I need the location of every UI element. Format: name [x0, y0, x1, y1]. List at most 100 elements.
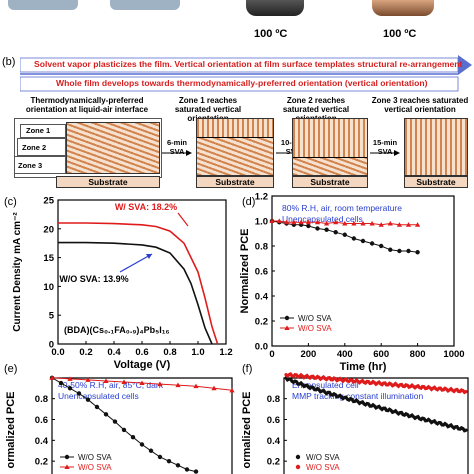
- e-y-tick-label: 0.6: [35, 415, 48, 426]
- e-series-1-point: [229, 387, 235, 393]
- d-y-axis-label: Normalized PCE: [239, 229, 251, 314]
- e-series-0-point: [85, 397, 91, 402]
- hotplate-right: [372, 0, 434, 16]
- f-series-0-trace: [284, 376, 468, 433]
- d-series-1-point: [360, 220, 366, 226]
- d-series-0-point: [342, 232, 347, 237]
- stage-1-film: Zone 1 Zone 2 Zone 3: [14, 118, 162, 186]
- d-annotation-1: 80% R.H, air, room temperature: [282, 203, 402, 213]
- c-y-tick-label: 25: [43, 196, 54, 207]
- d-series-1-point: [314, 219, 321, 225]
- e-series-0-point: [166, 458, 172, 464]
- e-series-1-point: [193, 383, 199, 389]
- c-x-axis-label: Voltage (V): [114, 359, 171, 371]
- e-y-tick-label: 0.2: [35, 457, 48, 468]
- e-annotation-2: Unencapsulated cells: [58, 391, 139, 401]
- d-series-1-point: [351, 220, 357, 226]
- film-pattern-1: [66, 122, 160, 174]
- f-legend-marker-0: [295, 454, 301, 460]
- e-series-1-point: [67, 376, 73, 381]
- d-annotation-2: Unencapsulated cells: [282, 214, 363, 224]
- e-series-1-point: [139, 380, 145, 386]
- c-y-axis-label: Current Density mA cm⁻²: [12, 212, 23, 332]
- banner-text-2: Whole film develops towards thermodynami…: [56, 78, 428, 88]
- d-series-1-point: [387, 220, 393, 226]
- e-legend-marker-1: [64, 464, 70, 469]
- d-y-tick-label: 0.4: [255, 292, 269, 303]
- c-arrow-without-sva: [119, 253, 153, 273]
- f-y-tick-label: 0.8: [267, 394, 280, 405]
- c-series-with-sva: [58, 222, 219, 345]
- substrate-4: Substrate: [404, 176, 468, 188]
- c-composition-label: (BDA)(Cs₀.₁FA₀.₉)₄Pb₅I₁₆: [64, 325, 170, 335]
- d-series-0-point: [306, 223, 311, 229]
- d-series-0-point: [406, 248, 411, 254]
- panel-label-e: (e): [4, 363, 17, 375]
- d-x-tick-label: 0: [269, 349, 274, 360]
- f-y-tick-label: 0.6: [267, 415, 280, 426]
- arrow-3: [370, 150, 400, 156]
- d-y-tick-label: 1.0: [255, 217, 268, 228]
- film-pattern-3: [292, 118, 368, 176]
- d-series-1-point: [405, 222, 412, 227]
- zone-1-label: Zone 1: [26, 126, 51, 135]
- c-x-tick-label: 0.6: [135, 347, 148, 358]
- d-series-1-point: [291, 219, 297, 225]
- c-arrowhead-without-sva: [146, 254, 152, 259]
- f-annotation-1: Encapsulated cell: [292, 380, 359, 390]
- d-series-0-point: [360, 238, 366, 244]
- d-x-tick-label: 1000: [443, 349, 464, 360]
- d-y-tick-label: 0.8: [255, 242, 268, 253]
- panel-label-d: (d): [242, 196, 255, 208]
- f-series-1-trace: [284, 372, 468, 395]
- e-series-0-point: [94, 404, 100, 410]
- panel-label-f: (f): [242, 363, 252, 375]
- c-y-tick-label: 10: [43, 282, 54, 293]
- d-series-1-point: [276, 218, 282, 223]
- f-legend-label-1: W/O SVA: [306, 463, 340, 472]
- substrate-2: Substrate: [196, 176, 274, 188]
- f-plot-frame: [283, 377, 469, 474]
- d-x-tick-label: 600: [373, 349, 389, 360]
- c-y-tick-label: 15: [43, 253, 54, 264]
- e-plot-frame: [51, 377, 233, 474]
- hotplate-left: [246, 0, 304, 16]
- substrate-3: Substrate: [292, 176, 368, 188]
- e-series-0-point: [67, 386, 73, 391]
- d-series-1-point: [378, 222, 384, 227]
- e-series-1-point: [175, 382, 181, 388]
- e-legend-label-1: W/O SVA: [78, 463, 112, 472]
- e-legend-marker-0: [64, 454, 70, 460]
- banner-text-1: Solvent vapor plasticizes the film. Vert…: [34, 59, 463, 69]
- f-legend-label-0: W/O SVA: [306, 453, 340, 462]
- d-y-tick-label: 0.6: [255, 267, 268, 278]
- e-y-tick-label: 0.4: [35, 436, 49, 447]
- substrate-1: Substrate: [56, 176, 160, 188]
- sample-holder-left-1: [8, 0, 78, 10]
- e-annotation-1: 40-50% R.H, air, 85°C, dark: [58, 380, 164, 390]
- e-series-0-point: [76, 391, 82, 396]
- d-series-0-point: [351, 236, 357, 241]
- f-legend-marker-1: [295, 464, 301, 470]
- d-series-1-point: [342, 220, 348, 226]
- c-x-tick-label: 0.8: [163, 347, 176, 358]
- e-series-0-point: [103, 412, 109, 417]
- f-annotation-2: MMP tracking constant illumination: [292, 391, 423, 401]
- e-series-0-point: [139, 442, 145, 447]
- e-series-0-point: [58, 380, 64, 386]
- e-series-1-point: [103, 378, 109, 383]
- e-y-tick-label: 0.8: [35, 394, 48, 405]
- d-series-0-point: [388, 247, 393, 252]
- stage-4-caption: Zone 3 reaches saturated vertical orient…: [371, 96, 469, 114]
- d-series-0-point: [315, 226, 320, 231]
- e-series-1-point: [121, 379, 127, 384]
- d-x-tick-label: 400: [337, 349, 353, 360]
- top-strip: 100 ºC 100 ºC: [0, 0, 474, 52]
- c-series-without-sva: [58, 241, 213, 345]
- c-arrow-with-sva: [177, 212, 189, 227]
- e-series-0-point: [184, 467, 190, 472]
- c-x-tick-label: 1.0: [191, 347, 204, 358]
- d-series-1-point: [369, 220, 375, 226]
- e-series-0-point: [175, 463, 181, 468]
- d-series-0-point: [369, 241, 375, 246]
